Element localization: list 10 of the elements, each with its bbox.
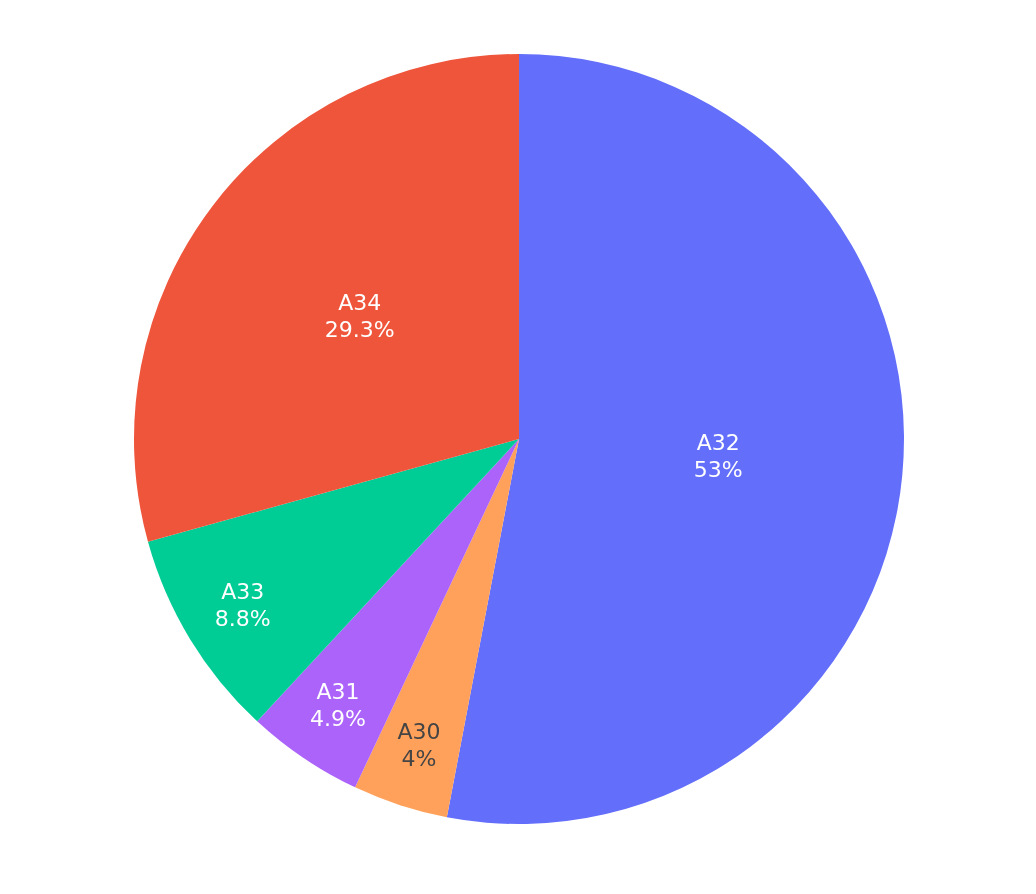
data-label: 4%: [401, 745, 437, 771]
slice-label: A30: [397, 718, 441, 744]
data-label: 8.8%: [214, 606, 271, 632]
slice-label: A33: [221, 579, 265, 605]
data-label: 4.9%: [310, 706, 367, 732]
slice-label: A31: [316, 679, 360, 705]
data-label: 53%: [693, 457, 743, 483]
slice-label: A34: [338, 290, 382, 316]
data-label: 29.3%: [324, 317, 395, 343]
slice-label: A32: [696, 430, 740, 456]
